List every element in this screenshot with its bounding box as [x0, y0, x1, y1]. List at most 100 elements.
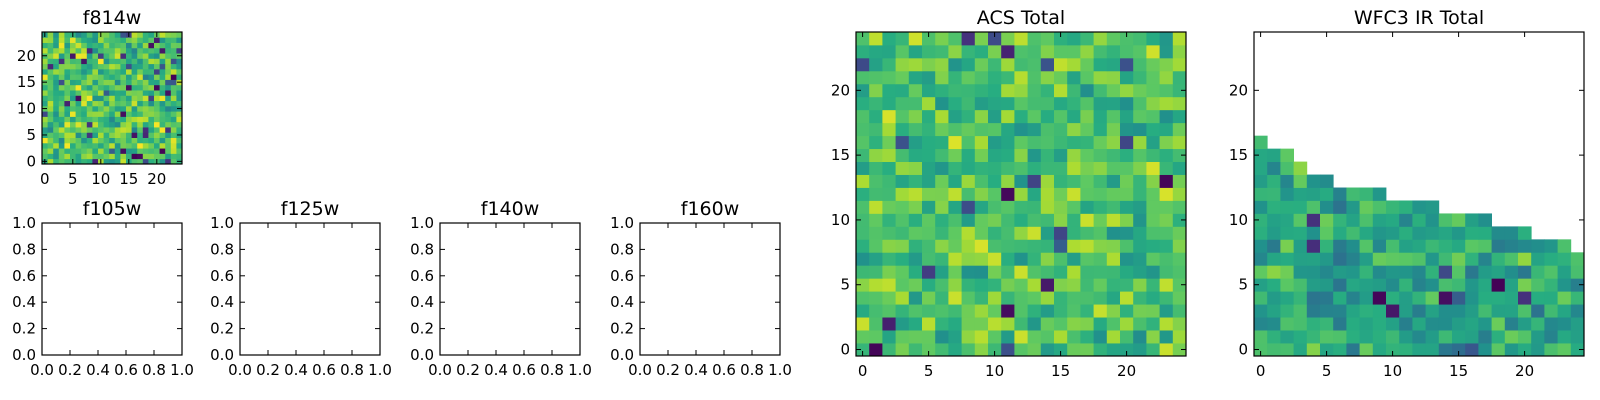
- heatmap-cell: [75, 95, 82, 102]
- heatmap-cell: [170, 42, 177, 49]
- heatmap-cell: [1425, 343, 1440, 357]
- heatmap-cell: [1014, 122, 1028, 137]
- heatmap-cell: [120, 105, 127, 112]
- heatmap-cell: [98, 63, 104, 70]
- heatmap-cell: [1172, 174, 1187, 188]
- heatmap-cell: [1372, 252, 1387, 266]
- heatmap-cell: [1293, 291, 1308, 305]
- heatmap-cell: [1333, 317, 1347, 331]
- heatmap-cell: [98, 37, 104, 43]
- heatmap-cell: [53, 142, 60, 149]
- heatmap-cell: [988, 109, 1002, 124]
- heatmap-cell: [1465, 330, 1479, 344]
- heatmap-cell: [92, 158, 99, 165]
- heatmap-cell: [53, 32, 60, 38]
- heatmap-cell: [948, 291, 962, 305]
- heatmap-cell: [1133, 70, 1147, 85]
- heatmap-cell: [1106, 304, 1121, 318]
- heatmap-cell: [64, 37, 71, 43]
- heatmap-cell: [1159, 135, 1174, 150]
- heatmap-cell: [109, 111, 116, 117]
- axes-frame: [239, 222, 381, 356]
- heatmap-cell: [948, 161, 962, 175]
- heatmap-cell: [1544, 343, 1558, 357]
- heatmap-cell: [1106, 252, 1121, 266]
- heatmap-cell: [1120, 343, 1134, 357]
- heatmap-cell: [1320, 213, 1334, 227]
- heatmap-cell: [148, 53, 155, 59]
- heatmap-cell: [1293, 304, 1308, 318]
- heatmap-cell: [47, 84, 54, 91]
- heatmap-cell: [53, 47, 60, 54]
- heatmap-cell: [165, 90, 172, 96]
- heatmap-cell: [126, 127, 132, 133]
- heatmap-cell: [98, 137, 104, 144]
- heatmap-cell: [1146, 70, 1160, 85]
- heatmap-cell: [159, 79, 166, 86]
- heatmap-cell: [882, 161, 896, 175]
- heatmap-cell: [1557, 239, 1572, 253]
- heatmap-cell: [1465, 213, 1479, 227]
- heatmap-cell: [974, 187, 989, 201]
- heatmap-cell: [895, 343, 910, 357]
- heatmap-cell: [86, 153, 93, 160]
- heatmap-cell: [1504, 317, 1519, 331]
- heatmap-cell: [1146, 44, 1160, 59]
- heatmap-cell: [1504, 226, 1519, 240]
- heatmap-cell: [1544, 265, 1558, 279]
- heatmap-cell: [922, 304, 936, 318]
- heatmap-cell: [974, 343, 989, 357]
- heatmap-cell: [1557, 317, 1572, 331]
- heatmap-cell: [120, 42, 127, 49]
- heatmap-cell: [154, 116, 160, 123]
- heatmap-cell: [856, 187, 870, 201]
- heatmap-cell: [869, 122, 883, 137]
- heatmap-cell: [1080, 135, 1094, 150]
- heatmap-cell: [148, 47, 155, 54]
- heatmap-cell: [1412, 330, 1426, 344]
- heatmap-cell: [1040, 187, 1055, 201]
- heatmap-cell: [86, 137, 93, 144]
- heatmap-cell: [1093, 200, 1108, 214]
- heatmap-cell: [1054, 174, 1068, 188]
- heatmap-cell: [176, 100, 183, 107]
- heatmap-cell: [1133, 96, 1147, 111]
- y-tick-label: 10: [17, 100, 36, 118]
- heatmap-cell: [64, 116, 71, 123]
- heatmap-cell: [922, 57, 936, 72]
- heatmap-cell: [1570, 265, 1585, 279]
- heatmap-cell: [1557, 304, 1572, 318]
- heatmap-cell: [1333, 265, 1347, 279]
- heatmap-cell: [86, 132, 93, 138]
- heatmap-cell: [1293, 200, 1308, 214]
- axes-frame: [855, 31, 1187, 357]
- heatmap-cell: [1093, 44, 1108, 59]
- heatmap-cell: [165, 153, 172, 160]
- heatmap-cell: [120, 100, 127, 107]
- heatmap-cell: [1172, 304, 1187, 318]
- heatmap-cell: [86, 142, 93, 149]
- heatmap-cell: [170, 47, 177, 54]
- x-tick-label: 0.4: [484, 361, 508, 379]
- heatmap-cell: [1001, 330, 1015, 344]
- heatmap-cell: [922, 96, 936, 111]
- heatmap-cell: [58, 158, 65, 165]
- heatmap-cell: [92, 58, 99, 65]
- heatmap-cell: [961, 200, 976, 214]
- heatmap-cell: [98, 148, 104, 154]
- heatmap-cell: [1172, 57, 1187, 72]
- heatmap-cell: [882, 148, 896, 162]
- heatmap-cell: [1333, 252, 1347, 266]
- heatmap-cell: [948, 44, 962, 59]
- heatmap-cell: [1146, 330, 1160, 344]
- heatmap-cell: [1465, 239, 1479, 253]
- heatmap-cell: [869, 304, 883, 318]
- heatmap-cell: [1133, 343, 1147, 357]
- heatmap-cell: [869, 187, 883, 201]
- heatmap-cell: [1333, 226, 1347, 240]
- heatmap-cell: [922, 122, 936, 137]
- heatmap-cell: [1027, 343, 1042, 357]
- heatmap-cell: [961, 330, 976, 344]
- heatmap-cell: [120, 127, 127, 133]
- heatmap-cell: [1172, 317, 1187, 331]
